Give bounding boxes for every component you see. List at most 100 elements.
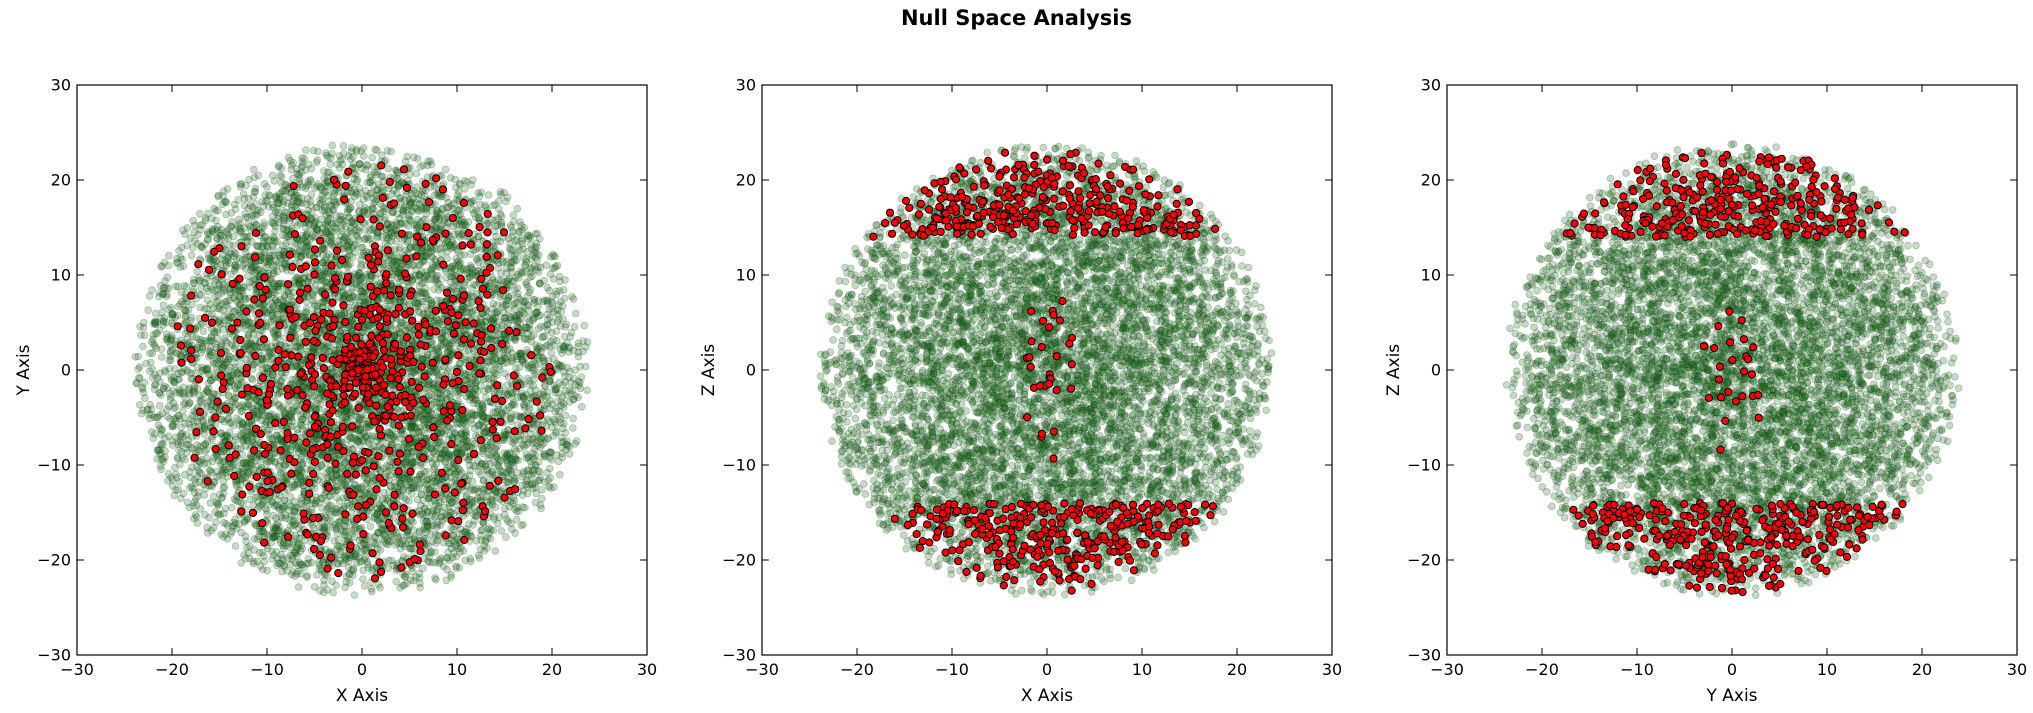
background-point bbox=[416, 461, 425, 470]
background-point bbox=[343, 263, 352, 271]
background-point bbox=[320, 269, 328, 277]
background-point bbox=[252, 454, 261, 462]
background-point bbox=[222, 530, 230, 539]
background-point bbox=[517, 349, 525, 358]
background-point bbox=[167, 303, 175, 312]
background-point bbox=[322, 187, 331, 196]
background-point bbox=[275, 389, 284, 398]
background-point bbox=[407, 478, 416, 487]
background-point bbox=[437, 283, 446, 292]
background-point bbox=[225, 373, 234, 381]
background-point bbox=[254, 462, 262, 471]
background-point bbox=[471, 496, 479, 505]
background-point bbox=[247, 260, 256, 269]
background-point bbox=[225, 249, 234, 257]
background-point bbox=[257, 527, 266, 536]
background-point bbox=[478, 417, 487, 426]
background-point bbox=[497, 212, 506, 221]
background-point bbox=[493, 221, 502, 230]
background-point bbox=[295, 534, 304, 543]
background-point bbox=[561, 411, 570, 420]
background-point bbox=[215, 281, 223, 290]
background-point bbox=[232, 366, 241, 375]
background-point bbox=[491, 216, 500, 225]
background-point bbox=[396, 321, 405, 330]
background-point bbox=[551, 252, 559, 261]
background-point bbox=[470, 395, 478, 404]
background-point bbox=[501, 387, 510, 396]
background-point bbox=[559, 342, 568, 351]
background-point bbox=[345, 251, 354, 260]
background-point bbox=[459, 266, 468, 274]
background-point bbox=[348, 445, 357, 453]
background-point bbox=[219, 363, 227, 372]
background-point bbox=[445, 203, 453, 211]
background-point bbox=[428, 473, 437, 482]
background-point bbox=[151, 320, 159, 328]
background-point bbox=[169, 310, 177, 319]
background-point bbox=[379, 207, 388, 216]
background-point bbox=[452, 245, 461, 254]
background-point bbox=[236, 299, 245, 308]
background-point bbox=[229, 374, 238, 383]
background-point bbox=[293, 273, 302, 281]
background-point bbox=[212, 498, 221, 507]
background-point bbox=[363, 160, 371, 169]
background-point bbox=[392, 540, 400, 549]
background-point bbox=[536, 263, 545, 272]
background-point bbox=[227, 372, 236, 380]
background-point bbox=[167, 393, 175, 401]
background-point bbox=[359, 420, 368, 428]
background-point bbox=[444, 539, 453, 548]
background-point bbox=[489, 201, 497, 210]
background-point bbox=[320, 204, 329, 212]
background-point bbox=[161, 434, 169, 443]
background-point bbox=[198, 367, 207, 375]
background-point bbox=[203, 236, 212, 244]
background-point bbox=[456, 548, 464, 556]
background-point bbox=[443, 464, 451, 473]
background-point bbox=[373, 186, 382, 195]
background-point bbox=[371, 197, 380, 206]
background-point bbox=[506, 313, 515, 322]
background-point bbox=[208, 393, 216, 402]
background-point bbox=[259, 253, 267, 262]
background-point bbox=[433, 207, 441, 215]
background-point bbox=[401, 220, 409, 228]
background-point bbox=[437, 428, 446, 437]
background-point bbox=[301, 308, 310, 317]
background-point bbox=[565, 398, 574, 406]
background-point bbox=[478, 444, 487, 453]
background-point bbox=[208, 214, 216, 223]
background-point bbox=[514, 228, 523, 236]
background-point bbox=[448, 262, 457, 271]
background-point bbox=[478, 415, 487, 424]
background-point bbox=[559, 345, 568, 354]
background-point bbox=[436, 388, 445, 397]
background-point bbox=[315, 564, 324, 573]
background-point bbox=[177, 423, 186, 432]
background-point bbox=[543, 415, 552, 424]
background-point bbox=[273, 299, 282, 307]
background-point bbox=[466, 557, 475, 566]
background-point bbox=[390, 226, 399, 234]
background-point bbox=[410, 243, 419, 252]
background-point bbox=[416, 405, 425, 414]
background-point bbox=[531, 461, 540, 470]
background-point bbox=[278, 513, 286, 522]
background-point bbox=[199, 417, 208, 426]
background-point bbox=[271, 208, 280, 216]
background-point bbox=[332, 545, 341, 554]
background-point bbox=[218, 432, 227, 441]
background-point bbox=[418, 472, 426, 481]
background-point bbox=[177, 494, 185, 503]
background-point bbox=[424, 380, 433, 388]
background-point bbox=[319, 251, 328, 260]
background-point bbox=[307, 505, 316, 514]
background-point bbox=[206, 282, 215, 291]
background-point bbox=[274, 331, 282, 339]
background-point bbox=[392, 226, 400, 235]
background-point bbox=[230, 344, 239, 353]
background-point bbox=[523, 300, 532, 309]
